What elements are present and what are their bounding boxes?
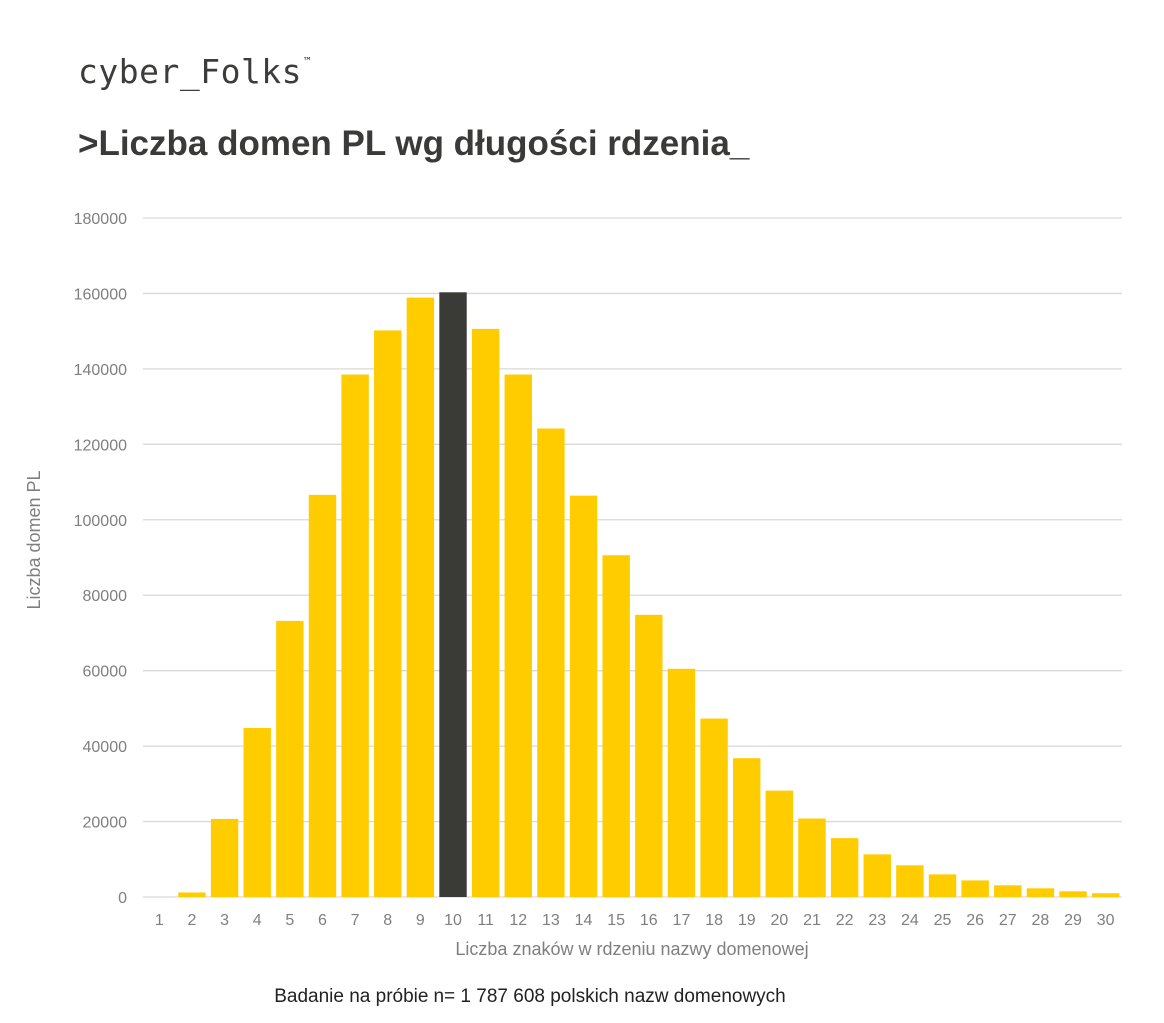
- y-tick-label: 0: [118, 890, 127, 907]
- bar-6: [308, 494, 337, 897]
- bar-5: [276, 620, 304, 897]
- x-tick-label: 21: [803, 912, 821, 929]
- x-tick-label: 20: [770, 912, 788, 929]
- bar-28: [1026, 888, 1055, 897]
- x-tick-label: 1: [155, 912, 164, 929]
- bar-29: [1059, 891, 1087, 897]
- x-tick-label: 18: [705, 912, 723, 929]
- x-tick-label: 8: [383, 912, 392, 929]
- x-tick-label: 25: [934, 912, 952, 929]
- bar-2: [178, 892, 206, 897]
- x-tick-label: 23: [868, 912, 886, 929]
- y-tick-labels: 0 20000 40000 60000 80000 100000 120000 140000 1…: [74, 211, 127, 907]
- sample-note-prefix: Badanie na próbie: [274, 986, 429, 1007]
- x-tick-label: 3: [220, 912, 229, 929]
- x-tick-label: 17: [673, 912, 691, 929]
- y-axis-label: Liczba domen PL: [24, 470, 44, 609]
- trademark-mark: ™: [304, 55, 312, 68]
- x-tick-label: 6: [318, 912, 327, 929]
- y-tick-label: 60000: [83, 664, 128, 681]
- x-tick-label: 16: [640, 912, 658, 929]
- bar-9: [406, 297, 435, 898]
- chart-title: >Liczba domen PL wg długości rdzenia_: [78, 124, 750, 163]
- bar-26: [961, 880, 989, 897]
- x-tick-label: 14: [575, 912, 593, 929]
- bar-11: [471, 328, 500, 897]
- x-tick-labels: 1 2 3 4 5 6 7 8 9 10 11 12 13 14 15 16 17 18 19 20 21 22 23 24 2…: [155, 912, 1115, 929]
- x-tick-label: 2: [187, 912, 196, 929]
- x-tick-label: 9: [416, 912, 425, 929]
- brand-logo: cyber_Folks ™: [78, 52, 311, 91]
- x-tick-label: 11: [477, 912, 494, 929]
- bar-3: [210, 818, 239, 897]
- x-tick-label: 12: [509, 912, 527, 929]
- x-tick-label: 13: [542, 912, 560, 929]
- x-tick-label: 30: [1097, 912, 1115, 929]
- bar-15: [602, 555, 630, 897]
- x-tick-label: 26: [966, 912, 984, 929]
- x-tick-label: 5: [285, 912, 294, 929]
- x-tick-label: 27: [999, 912, 1017, 929]
- bar-12: [504, 374, 532, 897]
- y-tick-label: 40000: [83, 739, 128, 756]
- bar-25: [928, 874, 957, 897]
- x-tick-label: 22: [836, 912, 854, 929]
- bar-10: [439, 292, 467, 898]
- bar-22: [830, 838, 859, 897]
- bar-4: [243, 728, 271, 897]
- x-axis-label: Liczba znaków w rdzeniu nazwy domenowej: [455, 939, 808, 959]
- bar-8: [374, 330, 402, 897]
- bar-21: [798, 818, 826, 897]
- bar-14: [569, 495, 598, 897]
- bar-23: [863, 854, 891, 897]
- y-tick-label: 180000: [74, 211, 127, 228]
- bar-20: [765, 790, 794, 897]
- x-tick-label: 7: [351, 912, 360, 929]
- x-tick-label: 15: [607, 912, 625, 929]
- x-tick-label: 10: [444, 912, 462, 929]
- bar-24: [896, 865, 924, 897]
- y-tick-label: 140000: [74, 362, 127, 379]
- bar-13: [537, 428, 565, 897]
- grid-lines: [143, 217, 1122, 898]
- y-tick-label: 120000: [74, 437, 127, 454]
- bar-7: [341, 374, 369, 897]
- brand-name: cyber_Folks: [78, 52, 303, 91]
- y-tick-label: 80000: [83, 588, 128, 605]
- x-tick-label: 24: [901, 912, 919, 929]
- bars: [178, 292, 1120, 898]
- x-tick-label: 29: [1064, 912, 1082, 929]
- bar-16: [635, 614, 663, 897]
- x-tick-label: 28: [1032, 912, 1050, 929]
- bar-27: [994, 885, 1022, 897]
- y-tick-label: 20000: [83, 815, 128, 832]
- bar-19: [733, 758, 761, 897]
- y-tick-label: 160000: [74, 286, 127, 303]
- sample-note: Badanie na próbie n= 1 787 608 polskich n…: [0, 986, 1060, 1008]
- bar-18: [700, 718, 728, 897]
- bar-17: [667, 668, 696, 897]
- x-tick-label: 4: [253, 912, 262, 929]
- x-tick-label: 19: [738, 912, 756, 929]
- y-tick-label: 100000: [74, 513, 127, 530]
- bar-30: [1091, 893, 1120, 897]
- sample-note-value: n= 1 787 608 polskich nazw domenowych: [433, 986, 786, 1007]
